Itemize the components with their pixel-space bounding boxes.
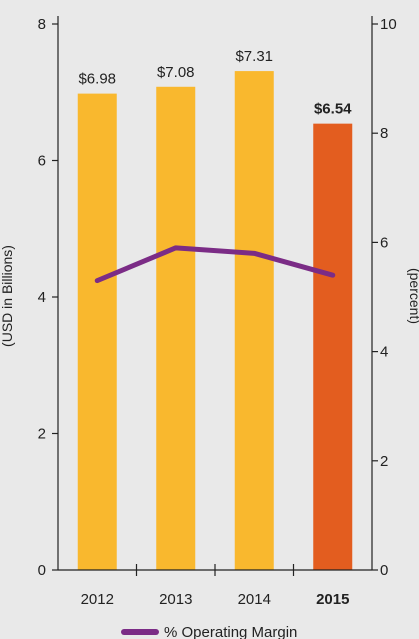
- right-tick-label-8: 8: [380, 125, 388, 142]
- bar-label-2014: $7.31: [235, 48, 273, 65]
- right-axis-title: (percent): [407, 268, 419, 324]
- bar-2015: [313, 123, 353, 571]
- left-tick-label-2: 2: [38, 426, 46, 443]
- x-tick-label-2013: 2013: [159, 591, 192, 608]
- bar-label-2013: $7.08: [157, 64, 195, 81]
- right-tick-label-6: 6: [380, 234, 388, 251]
- bars-group: [77, 71, 353, 571]
- left-axis-title: (USD in Billions): [0, 245, 15, 347]
- right-tick-label-0: 0: [380, 562, 388, 579]
- legend: % Operating Margin: [121, 624, 297, 639]
- right-tick-label-4: 4: [380, 344, 388, 361]
- x-tick-label-2015: 2015: [316, 591, 349, 608]
- right-axis-ticks: 0 2 4 6 8 10: [372, 16, 397, 579]
- bar-labels-group: $6.98 $7.08 $7.31 $6.54: [78, 48, 352, 118]
- right-tick-label-2: 2: [380, 453, 388, 470]
- left-tick-label-4: 4: [38, 289, 46, 306]
- left-axis-ticks: 0 2 4 6 8: [38, 16, 58, 579]
- x-tick-label-2014: 2014: [238, 591, 271, 608]
- left-tick-label-6: 6: [38, 153, 46, 170]
- operating-margin-line: [94, 245, 336, 284]
- bar-label-2015: $6.54: [314, 101, 352, 118]
- bar-label-2012: $6.98: [78, 71, 116, 88]
- bar-2012: [77, 93, 117, 571]
- legend-label: % Operating Margin: [164, 624, 297, 639]
- right-tick-label-10: 10: [380, 16, 397, 33]
- x-tick-label-2012: 2012: [81, 591, 114, 608]
- bar-2013: [156, 86, 196, 570]
- left-tick-label-8: 8: [38, 16, 46, 33]
- left-tick-label-0: 0: [38, 562, 46, 579]
- x-axis-ticks: 2012 2013 2014 2015: [81, 564, 349, 608]
- bar-2014: [234, 71, 274, 570]
